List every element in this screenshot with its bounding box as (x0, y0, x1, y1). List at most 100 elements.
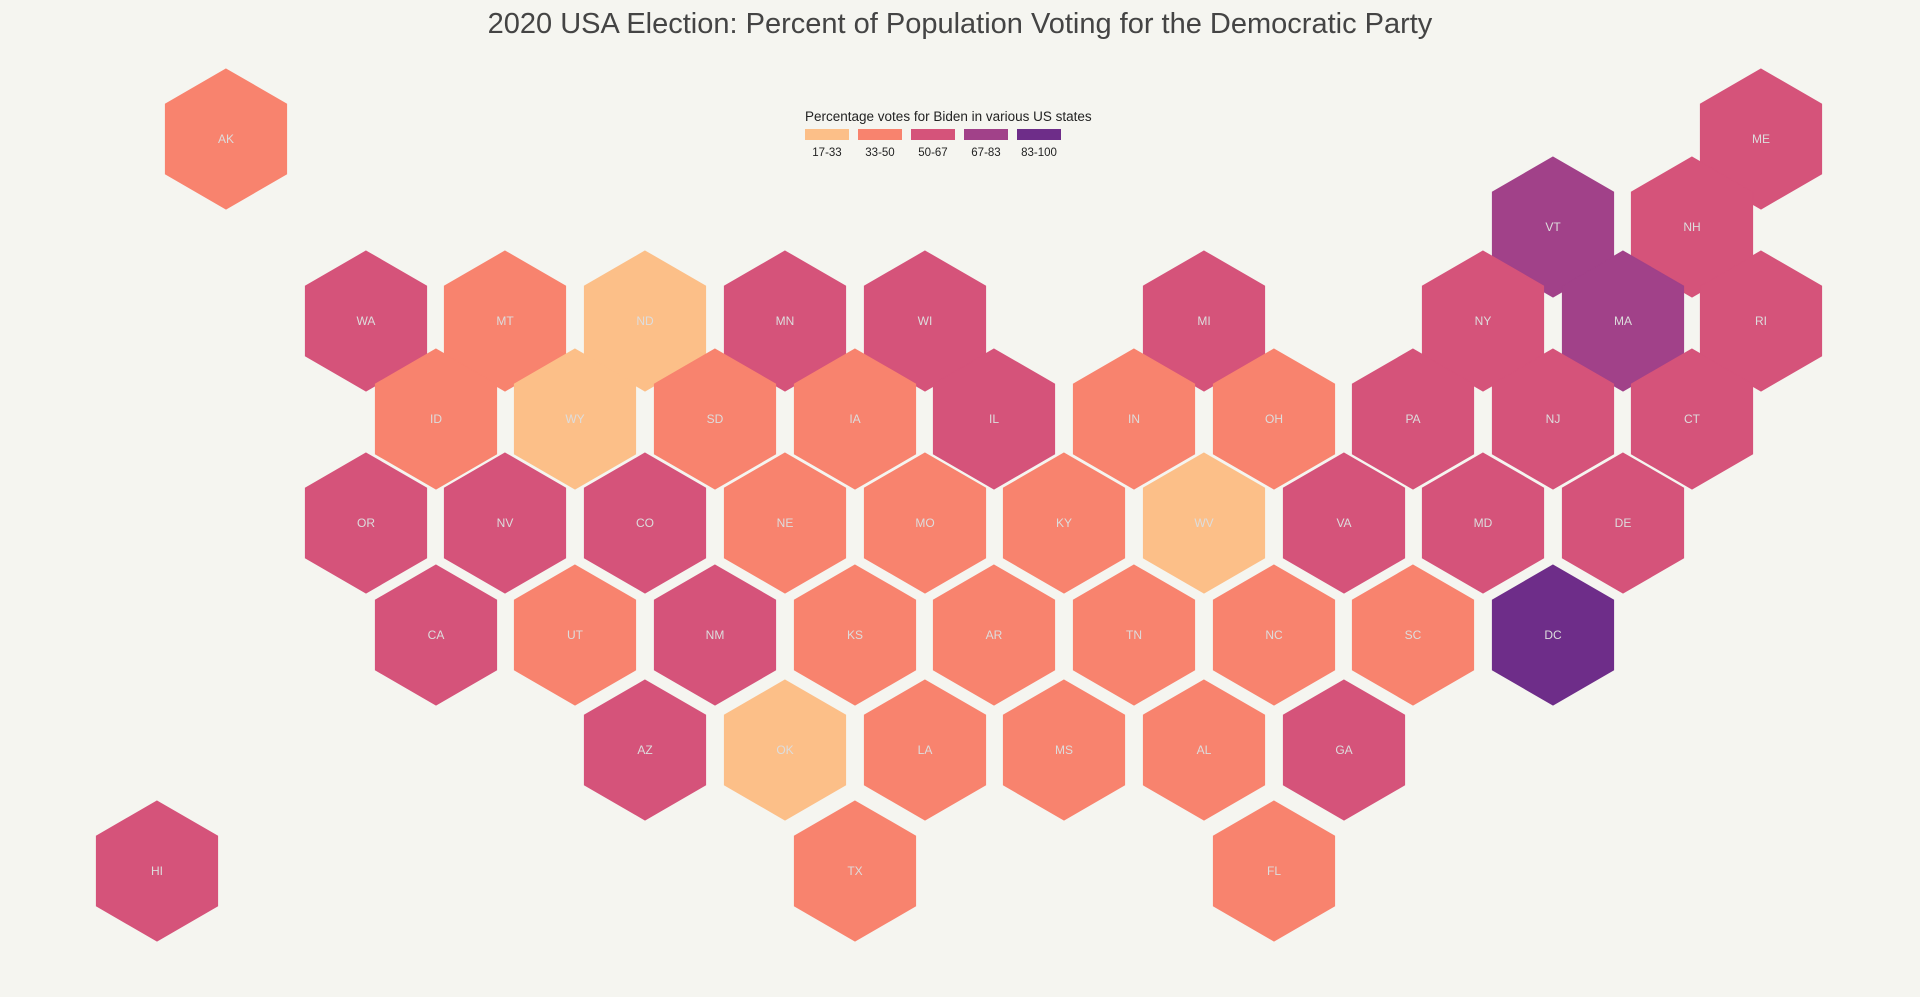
state-label: DE (1615, 516, 1632, 530)
state-tile-ok[interactable]: OK (723, 679, 847, 821)
state-tile-fl[interactable]: FL (1212, 800, 1336, 942)
state-hex (1699, 250, 1823, 392)
state-hex (583, 452, 707, 594)
state-hex (1421, 250, 1545, 392)
state-tile-sc[interactable]: SC (1351, 564, 1475, 706)
state-tile-mi[interactable]: MI (1142, 250, 1266, 392)
state-label: WV (1194, 516, 1213, 530)
state-tile-or[interactable]: OR (304, 452, 428, 594)
state-tile-vt[interactable]: VT (1491, 156, 1615, 298)
legend-item[interactable]: 17-33 (805, 129, 849, 159)
legend-item[interactable]: 50-67 (911, 129, 955, 159)
state-tile-ny[interactable]: NY (1421, 250, 1545, 392)
state-tile-co[interactable]: CO (583, 452, 707, 594)
state-tile-la[interactable]: LA (863, 679, 987, 821)
state-tile-tx[interactable]: TX (793, 800, 917, 942)
state-label: MA (1614, 314, 1632, 328)
state-hex (374, 564, 498, 706)
legend-swatch (964, 129, 1008, 140)
legend-label: 83-100 (1021, 147, 1057, 159)
state-hex (1699, 68, 1823, 210)
legend-item[interactable]: 33-50 (858, 129, 902, 159)
state-hex (1002, 452, 1126, 594)
state-tile-wy[interactable]: WY (513, 348, 637, 490)
state-tile-wa[interactable]: WA (304, 250, 428, 392)
legend-swatch (911, 129, 955, 140)
state-tile-ks[interactable]: KS (793, 564, 917, 706)
state-tile-ut[interactable]: UT (513, 564, 637, 706)
state-tile-nd[interactable]: ND (583, 250, 707, 392)
state-label: MN (776, 314, 795, 328)
state-label: WA (357, 314, 376, 328)
state-tile-nc[interactable]: NC (1212, 564, 1336, 706)
state-hex (304, 250, 428, 392)
state-tile-nh[interactable]: NH (1630, 156, 1754, 298)
legend-label: 50-67 (918, 147, 948, 159)
state-tile-tn[interactable]: TN (1072, 564, 1196, 706)
state-hex (723, 250, 847, 392)
state-tile-me[interactable]: ME (1699, 68, 1823, 210)
state-tile-nj[interactable]: NJ (1491, 348, 1615, 490)
state-label: WY (565, 412, 584, 426)
state-tile-ri[interactable]: RI (1699, 250, 1823, 392)
state-tile-ma[interactable]: MA (1561, 250, 1685, 392)
state-tile-mn[interactable]: MN (723, 250, 847, 392)
state-tile-md[interactable]: MD (1421, 452, 1545, 594)
state-tile-ne[interactable]: NE (723, 452, 847, 594)
state-hex (1212, 564, 1336, 706)
state-tile-ky[interactable]: KY (1002, 452, 1126, 594)
state-hex (863, 452, 987, 594)
state-tile-hi[interactable]: HI (95, 800, 219, 942)
state-label: MS (1055, 743, 1073, 757)
state-tile-de[interactable]: DE (1561, 452, 1685, 594)
state-tile-wv[interactable]: WV (1142, 452, 1266, 594)
state-tile-oh[interactable]: OH (1212, 348, 1336, 490)
state-tile-id[interactable]: ID (374, 348, 498, 490)
state-label: VA (1336, 516, 1351, 530)
state-label: VT (1545, 220, 1561, 234)
state-tile-mo[interactable]: MO (863, 452, 987, 594)
state-label: MI (1197, 314, 1210, 328)
state-tile-ga[interactable]: GA (1282, 679, 1406, 821)
state-tile-in[interactable]: IN (1072, 348, 1196, 490)
state-hexes: AK ME VT NH WA MT ND MN WI MI NY MA RI ID WY SD IA IL IN OH… (95, 68, 1823, 942)
state-hex (1212, 348, 1336, 490)
state-tile-ia[interactable]: IA (793, 348, 917, 490)
state-hex (863, 679, 987, 821)
state-tile-ak[interactable]: AK (164, 68, 288, 210)
state-hex (1630, 348, 1754, 490)
state-tile-al[interactable]: AL (1142, 679, 1266, 821)
state-tile-nm[interactable]: NM (653, 564, 777, 706)
state-tile-wi[interactable]: WI (863, 250, 987, 392)
state-label: OH (1265, 412, 1283, 426)
state-tile-ct[interactable]: CT (1630, 348, 1754, 490)
state-label: SD (707, 412, 724, 426)
state-tile-mt[interactable]: MT (443, 250, 567, 392)
state-label: UT (567, 628, 584, 642)
state-hex (1491, 564, 1615, 706)
state-tile-va[interactable]: VA (1282, 452, 1406, 594)
state-label: AZ (637, 743, 652, 757)
state-label: NM (706, 628, 725, 642)
state-hex (1282, 679, 1406, 821)
legend-item[interactable]: 83-100 (1017, 129, 1061, 159)
state-tile-ca[interactable]: CA (374, 564, 498, 706)
state-tile-sd[interactable]: SD (653, 348, 777, 490)
state-tile-il[interactable]: IL (932, 348, 1056, 490)
state-hex (1142, 679, 1266, 821)
state-hex (1630, 156, 1754, 298)
state-tile-dc[interactable]: DC (1491, 564, 1615, 706)
state-label: NV (497, 516, 514, 530)
state-tile-ar[interactable]: AR (932, 564, 1056, 706)
state-tile-ms[interactable]: MS (1002, 679, 1126, 821)
state-tile-pa[interactable]: PA (1351, 348, 1475, 490)
state-label: SC (1405, 628, 1422, 642)
state-hex (1491, 348, 1615, 490)
legend-item[interactable]: 67-83 (964, 129, 1008, 159)
state-tile-nv[interactable]: NV (443, 452, 567, 594)
state-hex (793, 800, 917, 942)
state-label: LA (918, 743, 933, 757)
state-label: ND (636, 314, 654, 328)
state-tile-az[interactable]: AZ (583, 679, 707, 821)
